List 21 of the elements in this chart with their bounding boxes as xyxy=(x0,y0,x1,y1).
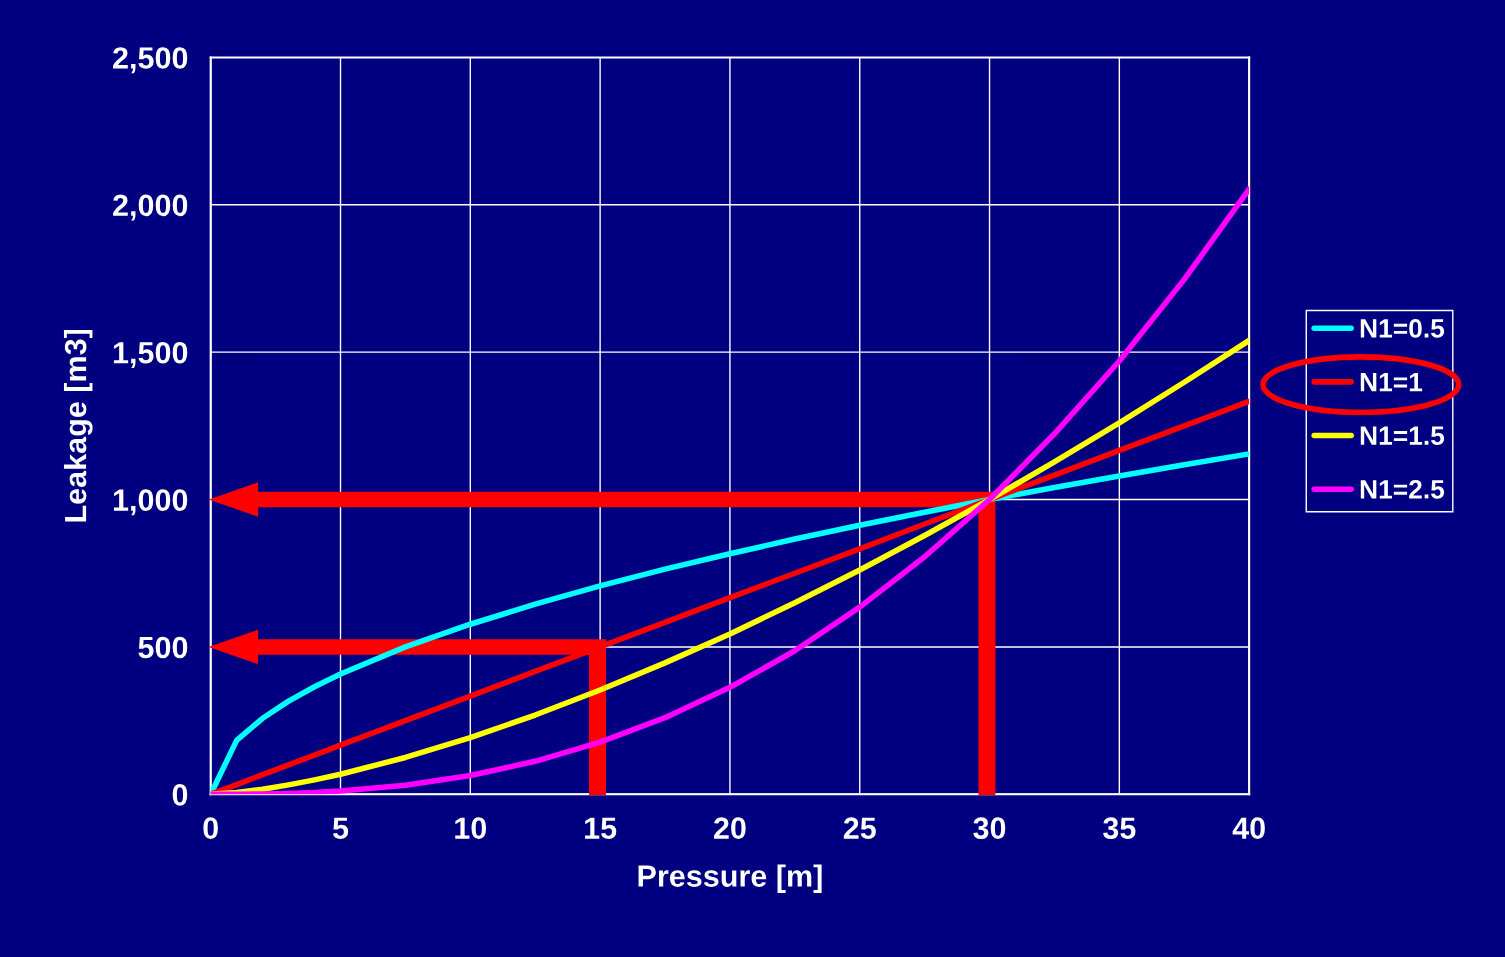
y-tick-label: 1,500 xyxy=(113,341,188,368)
x-tick-label: 5 xyxy=(332,817,349,839)
y-tick-label: 0 xyxy=(172,784,188,806)
y-tick-label: 500 xyxy=(138,636,188,659)
x-tick-label: 20 xyxy=(713,817,746,839)
x-tick-label: 15 xyxy=(585,817,617,839)
x-tick-label: 10 xyxy=(455,817,487,839)
legend-label: N1=1.5 xyxy=(1360,426,1445,446)
x-tick-label: 30 xyxy=(973,817,1006,840)
y-tick-label: 2,000 xyxy=(113,194,188,221)
x-tick-label: 35 xyxy=(1103,817,1136,840)
x-tick-label: 40 xyxy=(1232,817,1265,839)
y-tick-label: 1,000 xyxy=(113,489,188,516)
y-tick-label: 2,500 xyxy=(113,47,188,74)
y-axis-title: Leakage [m3] xyxy=(63,329,93,522)
x-tick-label: 0 xyxy=(203,817,218,839)
x-axis-title: Pressure [m] xyxy=(638,864,822,893)
legend-label: N1=2.5 xyxy=(1360,479,1445,499)
legend-label: N1=0.5 xyxy=(1360,319,1445,338)
legend-label: N1=1 xyxy=(1360,372,1423,392)
x-tick-label: 25 xyxy=(843,817,876,839)
